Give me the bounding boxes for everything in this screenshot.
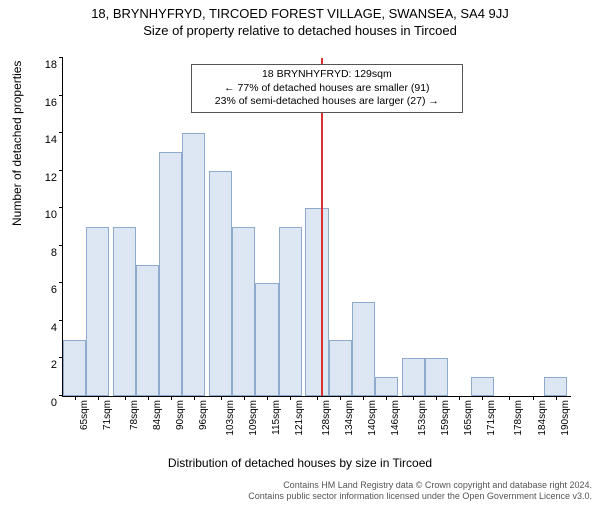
x-tick-mark (556, 396, 557, 400)
x-tick-label: 190sqm (560, 400, 571, 436)
histogram-bar (182, 133, 205, 396)
x-tick-label: 140sqm (367, 400, 378, 436)
histogram-bar (305, 208, 328, 396)
footer-line-2: Contains public sector information licen… (248, 491, 592, 502)
histogram-bar (159, 152, 182, 396)
histogram-bar (63, 340, 86, 396)
histogram-bar (402, 358, 425, 396)
y-tick-label: 2 (51, 359, 57, 371)
histogram-bar (329, 340, 352, 396)
x-tick-label: 159sqm (440, 400, 451, 436)
x-tick-label: 96sqm (198, 400, 209, 430)
x-tick-mark (436, 396, 437, 400)
x-tick-label: 78sqm (129, 400, 140, 430)
x-tick-mark (221, 396, 222, 400)
y-tick-mark (59, 57, 63, 58)
y-tick-mark (59, 320, 63, 321)
y-tick-label: 14 (45, 134, 57, 146)
x-tick-mark (244, 396, 245, 400)
histogram-bar (86, 227, 109, 396)
x-tick-mark (98, 396, 99, 400)
y-tick-mark (59, 282, 63, 283)
title-main: 18, BRYNHYFRYD, TIRCOED FOREST VILLAGE, … (0, 6, 600, 21)
x-tick-label: 121sqm (294, 400, 305, 436)
x-tick-label: 115sqm (271, 400, 282, 435)
x-tick-mark (317, 396, 318, 400)
info-line-2: ← 77% of detached houses are smaller (91… (198, 82, 456, 96)
x-tick-mark (267, 396, 268, 400)
x-tick-mark (125, 396, 126, 400)
info-line-1: 18 BRYNHYFRYD: 129sqm (198, 68, 456, 82)
histogram-bar (232, 227, 255, 396)
x-tick-label: 71sqm (102, 400, 113, 430)
x-tick-mark (482, 396, 483, 400)
histogram-bar (375, 377, 398, 396)
x-tick-mark (194, 396, 195, 400)
x-tick-mark (171, 396, 172, 400)
y-tick-mark (59, 95, 63, 96)
histogram-bar (544, 377, 567, 396)
y-tick-label: 8 (51, 247, 57, 259)
y-tick-label: 6 (51, 284, 57, 296)
histogram-bar (136, 265, 159, 396)
y-tick-label: 0 (51, 397, 57, 409)
x-tick-mark (386, 396, 387, 400)
x-tick-mark (509, 396, 510, 400)
y-tick-mark (59, 245, 63, 246)
y-tick-mark (59, 207, 63, 208)
x-tick-mark (459, 396, 460, 400)
y-tick-label: 18 (45, 59, 57, 71)
marker-info-box: 18 BRYNHYFRYD: 129sqm ← 77% of detached … (191, 64, 463, 113)
histogram-bar (352, 302, 375, 396)
histogram-bar (279, 227, 302, 396)
x-tick-label: 134sqm (344, 400, 355, 436)
y-tick-mark (59, 170, 63, 171)
y-tick-label: 10 (45, 209, 57, 221)
y-axis-label: Number of detached properties (10, 61, 24, 226)
x-tick-label: 178sqm (513, 400, 524, 436)
x-tick-label: 90sqm (175, 400, 186, 430)
x-tick-mark (413, 396, 414, 400)
chart-container: 18, BRYNHYFRYD, TIRCOED FOREST VILLAGE, … (0, 6, 600, 506)
y-tick-label: 16 (45, 97, 57, 109)
y-tick-label: 12 (45, 172, 57, 184)
x-tick-mark (148, 396, 149, 400)
histogram-bar (425, 358, 448, 396)
footer-attribution: Contains HM Land Registry data © Crown c… (248, 480, 592, 502)
x-tick-mark (340, 396, 341, 400)
histogram-bar (209, 171, 232, 396)
y-tick-label: 4 (51, 322, 57, 334)
x-tick-label: 171sqm (486, 400, 497, 436)
footer-line-1: Contains HM Land Registry data © Crown c… (248, 480, 592, 491)
x-tick-mark (75, 396, 76, 400)
x-tick-label: 103sqm (225, 400, 236, 436)
histogram-bar (255, 283, 278, 396)
x-tick-label: 153sqm (417, 400, 428, 436)
chart-plot-area: 02468101214161865sqm71sqm78sqm84sqm90sqm… (62, 58, 571, 397)
x-tick-label: 184sqm (537, 400, 548, 436)
histogram-bar (113, 227, 136, 396)
x-tick-label: 84sqm (152, 400, 163, 430)
x-tick-label: 165sqm (463, 400, 474, 436)
x-tick-label: 65sqm (79, 400, 90, 430)
y-tick-mark (59, 132, 63, 133)
info-line-3: 23% of semi-detached houses are larger (… (198, 95, 456, 109)
x-tick-mark (290, 396, 291, 400)
title-sub: Size of property relative to detached ho… (0, 23, 600, 38)
histogram-bar (471, 377, 494, 396)
x-axis-label: Distribution of detached houses by size … (0, 456, 600, 470)
x-tick-label: 128sqm (321, 400, 332, 436)
x-tick-mark (363, 396, 364, 400)
x-tick-mark (533, 396, 534, 400)
x-tick-label: 146sqm (390, 400, 401, 436)
x-tick-label: 109sqm (248, 400, 259, 436)
